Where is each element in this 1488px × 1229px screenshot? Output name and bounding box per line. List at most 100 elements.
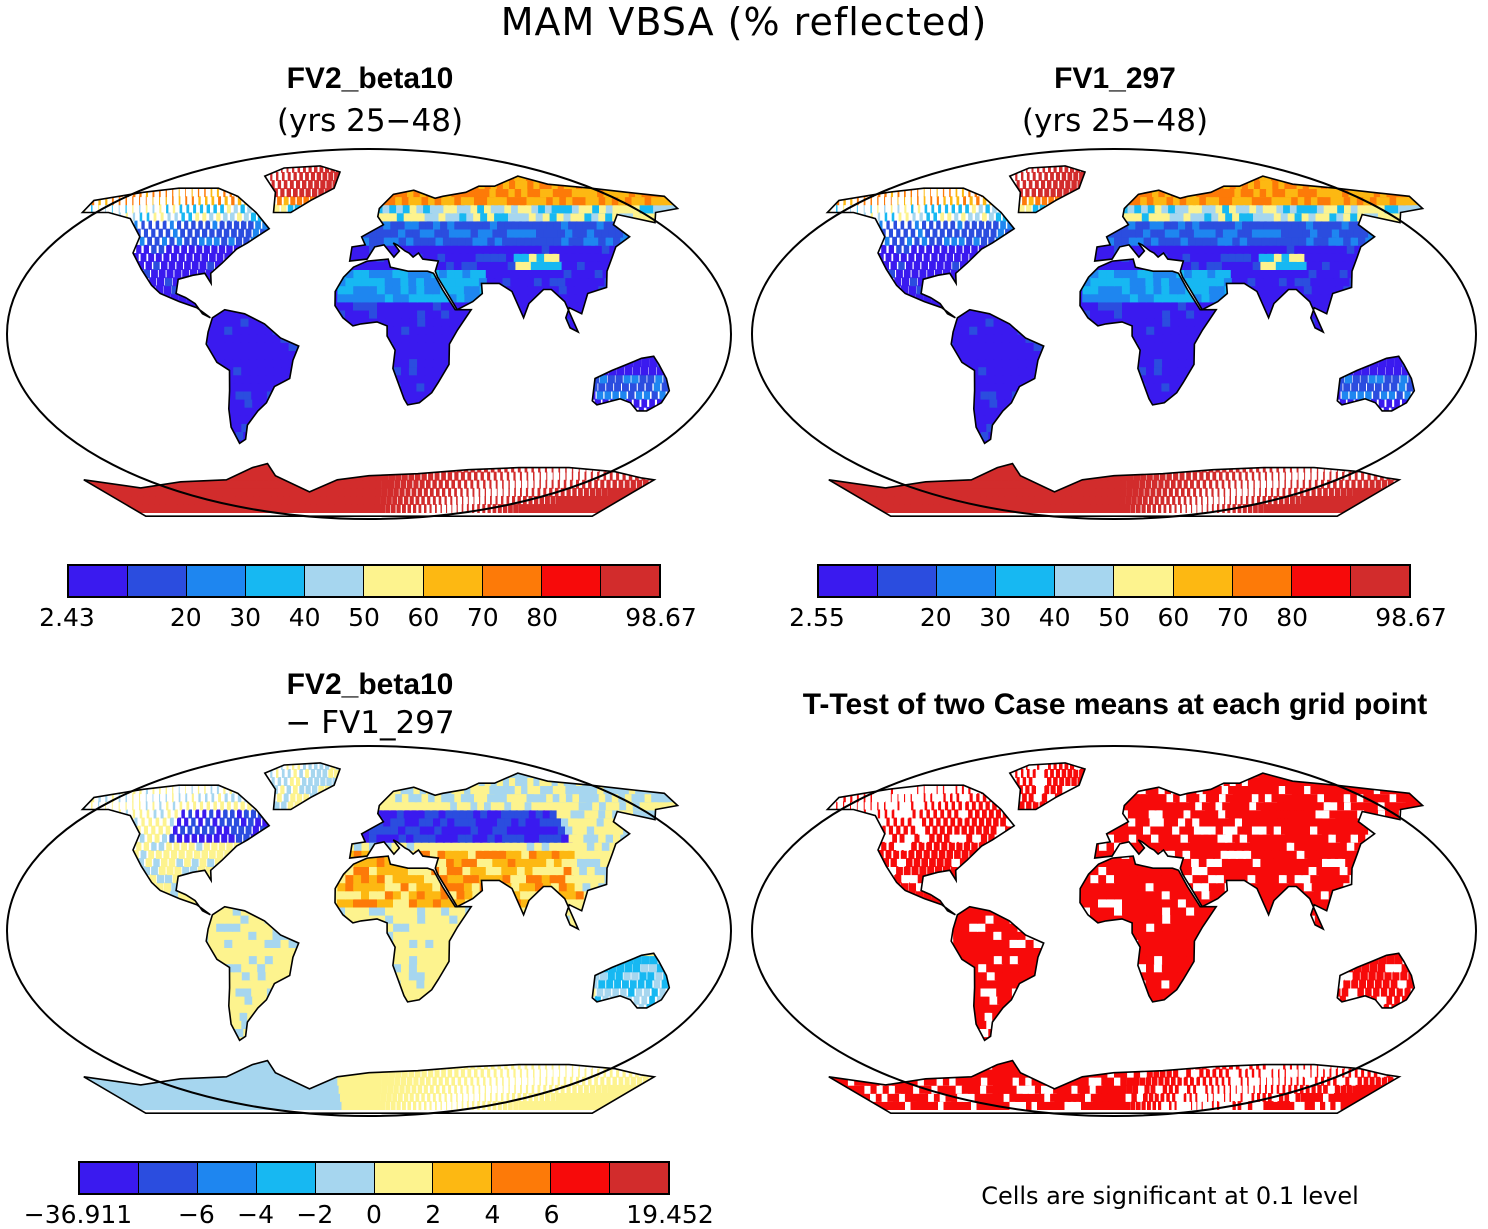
colorbar-case2 xyxy=(817,564,1411,598)
coastline-eurasia xyxy=(348,175,680,334)
coastline-africa xyxy=(1079,258,1218,406)
coastline-samerica xyxy=(950,308,1045,445)
colorbar-swatch xyxy=(551,1163,611,1193)
colorbar-tick-label: 19.452 xyxy=(626,1200,714,1229)
coastline-africa xyxy=(334,258,473,406)
coastline-australia xyxy=(1336,355,1416,412)
colorbar-swatch xyxy=(256,1163,316,1193)
colorbar-swatch xyxy=(138,1163,198,1193)
colorbar-tick-label: 40 xyxy=(288,603,321,632)
colorbar-swatch xyxy=(1173,566,1233,596)
colorbar-swatch xyxy=(1350,566,1409,596)
coastline-samerica xyxy=(950,905,1045,1042)
colorbar-tick-label: 60 xyxy=(407,603,440,632)
panel1-subtitle: (yrs 25−48) xyxy=(276,103,464,139)
coastline-antarctica xyxy=(83,1059,657,1114)
coastline-australia xyxy=(1336,952,1416,1009)
coastline-australia xyxy=(591,355,671,412)
colorbar-tick-label: 20 xyxy=(919,603,952,632)
coastline-africa xyxy=(1079,855,1218,1003)
colorbar-tick-label: 70 xyxy=(1216,603,1249,632)
colorbar-tick-label: 80 xyxy=(526,603,559,632)
panel3-title: FV2_beta10 xyxy=(286,668,454,701)
map-significance xyxy=(751,745,1477,1117)
map-case2 xyxy=(751,148,1477,520)
coastline-eurasia xyxy=(1093,175,1425,334)
significance-note: Cells are significant at 0.1 level xyxy=(981,1182,1359,1210)
colorbar-swatch xyxy=(364,566,424,596)
colorbar-tick-label: 60 xyxy=(1157,603,1190,632)
colorbar-difference xyxy=(78,1161,670,1195)
colorbar-swatch xyxy=(246,566,306,596)
colorbar-swatch xyxy=(197,1163,257,1193)
coastline-namerica xyxy=(80,187,271,319)
figure-title: MAM VBSA (% reflected) xyxy=(500,0,988,44)
colorbar-difference-labels: −36.911 −6 −4 −2 0 2 4 6 19.452 xyxy=(0,1200,740,1229)
colorbar-tick-label: −36.911 xyxy=(23,1200,133,1229)
coastline-antarctica xyxy=(828,1059,1402,1114)
panel2-title: FV1_297 xyxy=(1054,62,1176,95)
colorbar-tick-label: −4 xyxy=(237,1200,275,1229)
colorbar-tick-label: 30 xyxy=(229,603,262,632)
colorbar-swatch xyxy=(996,566,1056,596)
colorbar-swatch xyxy=(600,566,659,596)
colorbar-tick-label: 98.67 xyxy=(625,603,697,632)
coastline-samerica xyxy=(205,905,300,1042)
colorbar-swatch xyxy=(423,566,483,596)
colorbar-tick-label: −2 xyxy=(296,1200,334,1229)
colorbar-tick-label: 80 xyxy=(1276,603,1309,632)
colorbar-swatch xyxy=(374,1163,434,1193)
coastline-antarctica xyxy=(828,462,1402,517)
panel4-title: T-Test of two Case means at each grid po… xyxy=(802,688,1428,721)
panel1-title: FV2_beta10 xyxy=(286,62,454,95)
colorbar-swatch xyxy=(878,566,938,596)
colorbar-swatch xyxy=(433,1163,493,1193)
colorbar-tick-label: 6 xyxy=(543,1200,560,1229)
colorbar-tick-label: 2 xyxy=(425,1200,442,1229)
panel3-subtitle: − FV1_297 xyxy=(285,705,455,741)
map-difference xyxy=(6,745,732,1117)
colorbar-tick-label: 70 xyxy=(466,603,499,632)
coastline-namerica xyxy=(825,187,1016,319)
coastline-australia xyxy=(591,952,671,1009)
colorbar-swatch xyxy=(128,566,188,596)
colorbar-swatch xyxy=(1055,566,1115,596)
colorbar-swatch xyxy=(541,566,601,596)
colorbar-tick-label: 30 xyxy=(979,603,1012,632)
colorbar-tick-label: 50 xyxy=(1098,603,1130,632)
colorbar-swatch xyxy=(315,1163,375,1193)
colorbar-swatch xyxy=(937,566,997,596)
colorbar-swatch xyxy=(305,566,365,596)
coastline-samerica xyxy=(205,308,300,445)
colorbar-tick-label: 40 xyxy=(1038,603,1071,632)
colorbar-tick-label: 98.67 xyxy=(1375,603,1447,632)
colorbar-tick-label: 2.43 xyxy=(39,603,95,632)
colorbar-swatch xyxy=(482,566,542,596)
colorbar-swatch xyxy=(492,1163,552,1193)
panel2-subtitle: (yrs 25−48) xyxy=(1021,103,1209,139)
coastline-namerica xyxy=(80,784,271,916)
coastline-africa xyxy=(334,855,473,1003)
colorbar-case1 xyxy=(67,564,661,598)
colorbar-case1-labels: 2.43 20 30 40 50 60 70 80 98.67 xyxy=(0,603,740,637)
coastline-antarctica xyxy=(83,462,657,517)
coastline-greenland xyxy=(263,165,342,214)
colorbar-tick-label: 50 xyxy=(348,603,380,632)
coastline-greenland xyxy=(1008,165,1087,214)
colorbar-tick-label: 20 xyxy=(169,603,202,632)
colorbar-tick-label: 4 xyxy=(484,1200,501,1229)
colorbar-tick-label: 2.55 xyxy=(789,603,845,632)
colorbar-tick-label: 0 xyxy=(366,1200,382,1229)
coastline-namerica xyxy=(825,784,1016,916)
colorbar-swatch xyxy=(187,566,247,596)
colorbar-case2-labels: 2.55 20 30 40 50 60 70 80 98.67 xyxy=(750,603,1488,637)
colorbar-swatch xyxy=(819,566,879,596)
coastline-greenland xyxy=(263,762,342,811)
colorbar-tick-label: −6 xyxy=(177,1200,215,1229)
coastline-eurasia xyxy=(1093,772,1425,931)
map-case1 xyxy=(6,148,732,520)
coastline-greenland xyxy=(1008,762,1087,811)
colorbar-swatch xyxy=(69,566,129,596)
coastline-eurasia xyxy=(348,772,680,931)
colorbar-swatch xyxy=(80,1163,139,1193)
